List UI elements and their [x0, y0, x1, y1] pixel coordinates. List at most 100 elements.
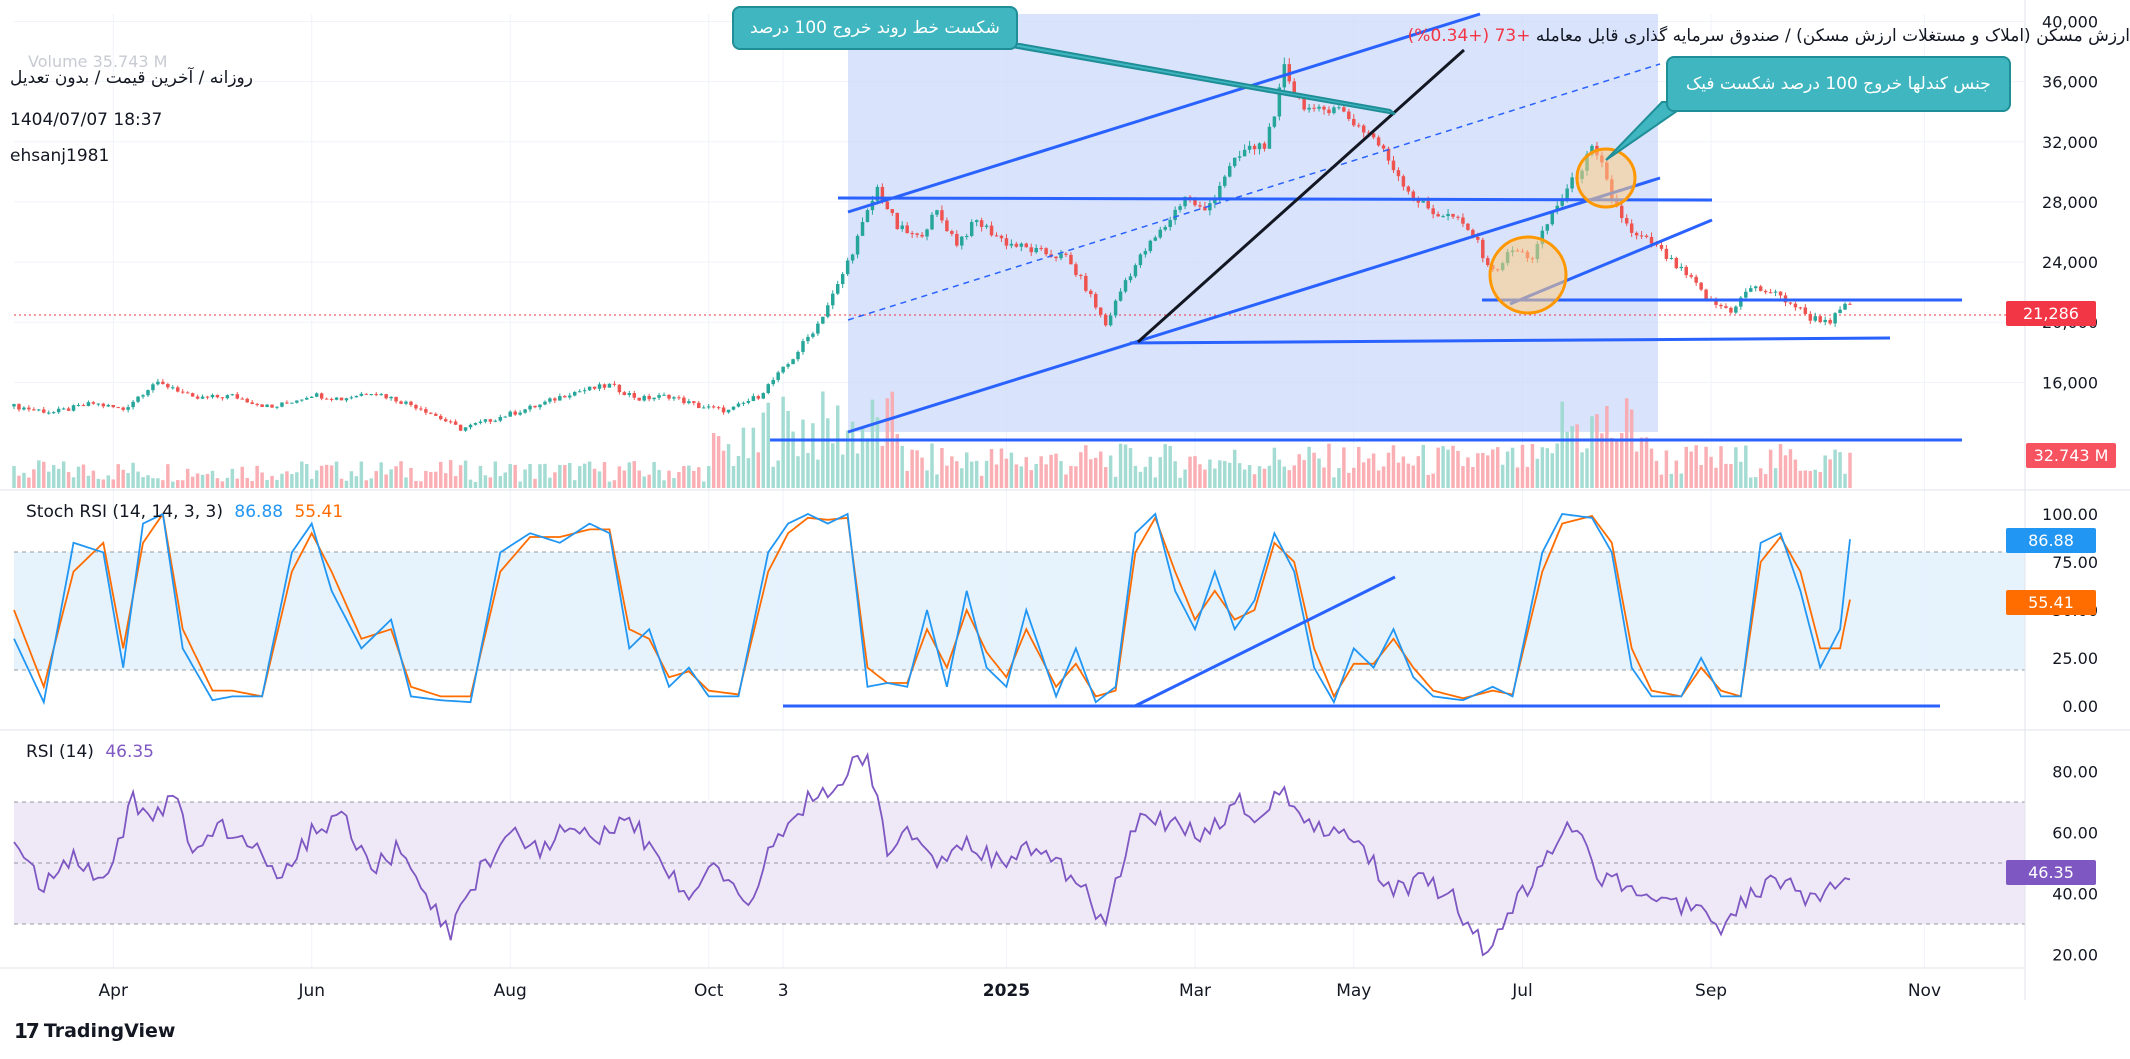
candle-body — [1639, 235, 1644, 237]
candle-body — [210, 394, 215, 398]
candle-body — [1456, 216, 1460, 218]
rsi-band-fill — [14, 802, 2025, 924]
volume-bar — [587, 461, 592, 488]
volume-bar — [811, 423, 815, 488]
candle-body — [404, 401, 408, 404]
volume-bar — [706, 466, 711, 488]
candle-body — [180, 391, 185, 393]
rsi-axis[interactable]: 80.00 60.00 40.00 20.00 — [2052, 763, 2098, 965]
volume-bar — [1555, 443, 1559, 488]
volume-bar — [994, 464, 999, 488]
volume-bar — [577, 466, 582, 488]
candle-body — [1406, 186, 1411, 192]
candle-body — [1347, 111, 1351, 119]
rsi-legend[interactable]: RSI (14) 46.35 — [26, 742, 154, 762]
volume-bar — [1753, 477, 1758, 488]
candle-body — [171, 387, 175, 389]
candle-body — [955, 233, 959, 246]
volume-bar — [582, 463, 587, 488]
volume-bar — [210, 470, 215, 488]
candle-body — [364, 393, 369, 395]
candle-body — [543, 401, 547, 405]
price-axis[interactable]: 40,00036,00032,00028,00024,00020,00016,0… — [2042, 13, 2098, 393]
candle-body — [761, 393, 766, 399]
candle-body — [1808, 313, 1813, 321]
volume-bar — [1123, 444, 1128, 488]
volume-bar — [538, 464, 542, 488]
stoch-rsi-title: Stoch RSI (14, 14, 3, 3) — [26, 502, 223, 522]
volume-bar — [960, 468, 964, 488]
price-tick-label: 16,000 — [2042, 373, 2098, 392]
volume-bar — [295, 472, 299, 488]
volume-bar — [1773, 468, 1778, 488]
volume-bar — [1456, 450, 1460, 488]
candle-body — [1064, 253, 1068, 255]
tradingview-logo[interactable]: 17 TradingView — [14, 1019, 175, 1043]
candle-body — [900, 225, 904, 230]
volume-bar — [443, 473, 448, 488]
candle-body — [711, 406, 716, 408]
candle-body — [359, 393, 364, 396]
volume-bar — [285, 471, 289, 488]
candle-body — [1342, 107, 1346, 112]
candle-body — [1044, 248, 1048, 255]
volume-bar — [1694, 445, 1698, 488]
candle-body — [662, 394, 666, 396]
volume-bar — [1242, 469, 1247, 488]
candle-body — [384, 394, 388, 399]
candle-body — [329, 398, 334, 400]
rsi-tick-label: 60.00 — [2052, 824, 2098, 843]
volume-ghost-label: Volume 35.743 M — [28, 52, 168, 71]
candle-body — [96, 403, 101, 405]
time-axis[interactable]: Apr Jun Aug Oct 3 2025 Mar May Jul Sep Nov — [99, 981, 1941, 1001]
symbol-title[interactable]: ارزش مسکن (املاک و مستغلات ارزش مسکن) / … — [1535, 26, 2130, 46]
candle-body — [627, 393, 632, 395]
candle-body — [1763, 290, 1768, 293]
volume-bar — [974, 460, 979, 488]
volume-bar — [185, 468, 190, 488]
volume-bar — [1560, 401, 1564, 488]
volume-bar — [860, 426, 865, 488]
volume-bar — [1386, 452, 1391, 488]
callout-left[interactable]: شکست خط روند خروج 100 درصد — [732, 6, 1018, 50]
candle-body — [1252, 145, 1257, 150]
candle-body — [483, 419, 488, 422]
volume-bar — [1044, 464, 1048, 488]
volume-bar — [1332, 477, 1336, 488]
rsi-title: RSI (14) — [26, 742, 94, 762]
candle-body — [1798, 307, 1803, 309]
volume-bar — [27, 477, 31, 488]
volume-bar — [96, 478, 101, 488]
volume-bar — [1079, 452, 1083, 488]
volume-bar — [260, 472, 264, 488]
volume-bar — [116, 464, 120, 488]
candle-body — [1203, 206, 1207, 211]
volume-bar — [1218, 460, 1222, 488]
volume-bar — [667, 470, 671, 488]
volume-bar — [1689, 451, 1693, 488]
candle-body — [1565, 188, 1569, 199]
candle-body — [577, 391, 582, 393]
candle-body — [523, 409, 527, 413]
volume-bar — [984, 460, 989, 488]
volume-bar — [796, 456, 800, 488]
stoch-rsi-legend[interactable]: Stoch RSI (14, 14, 3, 3) 86.88 55.41 — [26, 502, 343, 522]
candle-body — [71, 405, 76, 411]
candle-body — [1848, 303, 1852, 305]
volume-bar — [329, 465, 334, 488]
volume-bar — [523, 469, 527, 488]
candle-body — [647, 395, 651, 400]
volume-bar — [414, 480, 418, 488]
volume-bar — [1029, 470, 1033, 488]
volume-bar — [895, 434, 900, 488]
candle-body — [443, 419, 448, 422]
callout-right[interactable]: جنس کندلها خروج 100 درصد شکست فیک — [1666, 56, 2011, 112]
candle-body — [81, 405, 86, 407]
volume-bar — [1808, 471, 1813, 488]
volume-bar — [1312, 452, 1316, 488]
volume-bar — [721, 450, 726, 488]
candle-body — [434, 413, 438, 416]
candle-body — [1168, 220, 1172, 228]
stoch-tick-label: 25.00 — [2052, 649, 2098, 668]
